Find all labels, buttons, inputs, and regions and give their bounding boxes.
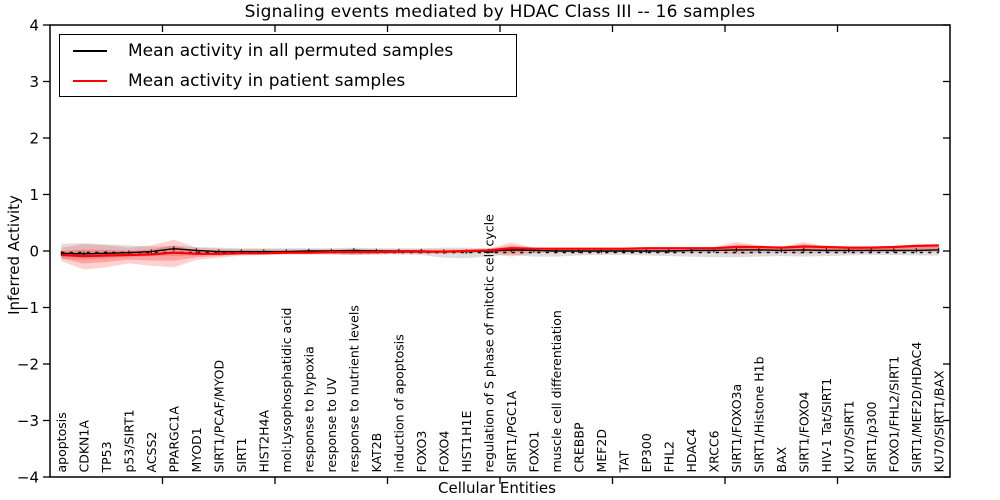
series-line-patient bbox=[61, 244, 939, 258]
legend-item: Mean activity in all permuted samples bbox=[60, 36, 516, 66]
x-category-label: EP300 bbox=[639, 433, 654, 472]
x-category-label: MYOD1 bbox=[189, 427, 204, 472]
y-tick-label: −4 bbox=[17, 468, 39, 486]
x-category-label: SIRT1/PGC1A bbox=[504, 390, 519, 472]
y-tick-label: −2 bbox=[17, 355, 39, 373]
x-category-label: response to hypoxia bbox=[301, 346, 316, 472]
y-axis-label: Inferred Activity bbox=[5, 195, 23, 315]
y-tick-label: 3 bbox=[29, 73, 39, 91]
y-tick-label: −3 bbox=[17, 412, 39, 430]
x-category-label: KU70/SIRT1 bbox=[841, 400, 856, 472]
x-category-label: FOXO1 bbox=[526, 431, 541, 473]
legend-item-label: Mean activity in all permuted samples bbox=[128, 40, 454, 61]
x-category-label: HIST1H1E bbox=[459, 411, 474, 473]
x-category-label: TP53 bbox=[99, 441, 114, 473]
y-tick-label: 2 bbox=[29, 129, 39, 147]
x-category-label: muscle cell differentiation bbox=[549, 310, 564, 472]
x-category-label: SIRT1/p300 bbox=[864, 401, 879, 472]
x-category-label: PPARGC1A bbox=[166, 406, 181, 473]
x-category-label: SIRT1/MEF2D/HDAC4 bbox=[909, 342, 924, 473]
x-category-label: HIST2H4A bbox=[256, 410, 271, 473]
y-tick-label: 1 bbox=[29, 186, 39, 204]
x-axis-label: Cellular Entities bbox=[438, 479, 556, 497]
x-category-label: BAX bbox=[774, 446, 789, 472]
y-tick-label: 4 bbox=[29, 16, 39, 34]
legend-item: Mean activity in patient samples bbox=[60, 66, 516, 96]
x-category-label: KAT2B bbox=[369, 433, 384, 473]
x-category-label: SIRT1/FOXO3a bbox=[729, 384, 744, 473]
x-category-label: KU70/SIRT1/BAX bbox=[931, 370, 946, 472]
x-category-label: ACSS2 bbox=[144, 432, 159, 473]
series-line-permuted bbox=[61, 247, 939, 255]
x-category-label: FOXO4 bbox=[436, 431, 451, 473]
x-category-label: regulation of S phase of mitotic cell cy… bbox=[481, 214, 496, 473]
x-category-label: SIRT1/PCAF/MYOD bbox=[211, 360, 226, 473]
x-category-label: CDKN1A bbox=[76, 420, 91, 473]
x-category-label: SIRT1/FOXO4 bbox=[796, 391, 811, 472]
x-category-label: HIV-1 Tat/SIRT1 bbox=[819, 378, 834, 473]
x-category-label: SIRT1/Histone H1b bbox=[751, 356, 766, 472]
legend: Mean activity in all permuted samples Me… bbox=[59, 34, 517, 97]
x-category-label: p53/SIRT1 bbox=[121, 409, 136, 472]
x-category-label: FOXO3 bbox=[414, 431, 429, 473]
x-category-label: response to nutrient levels bbox=[346, 305, 361, 472]
y-tick-label: −1 bbox=[17, 299, 39, 317]
x-category-label: HDAC4 bbox=[684, 429, 699, 473]
x-category-label: apoptosis bbox=[54, 412, 69, 472]
x-category-label: FOXO1/FHL2/SIRT1 bbox=[886, 356, 901, 473]
x-category-label: induction of apoptosis bbox=[391, 334, 406, 472]
legend-item-label: Mean activity in patient samples bbox=[128, 70, 406, 91]
x-category-label: TAT bbox=[616, 450, 631, 473]
x-category-label: FHL2 bbox=[661, 441, 676, 473]
x-category-label: XRCC6 bbox=[706, 430, 721, 472]
x-category-label: CREBBP bbox=[571, 422, 586, 472]
band-permuted-envelope bbox=[61, 243, 939, 260]
legend-line-patient-icon bbox=[73, 79, 107, 82]
y-tick-label: 0 bbox=[29, 242, 39, 260]
x-category-label: MEF2D bbox=[594, 429, 609, 472]
x-category-label: mol:Lysophosphatidic acid bbox=[279, 308, 294, 473]
x-category-label: SIRT1 bbox=[234, 438, 249, 473]
legend-line-permuted-icon bbox=[73, 49, 107, 52]
x-category-label: response to UV bbox=[324, 377, 339, 472]
chart-title: Signaling events mediated by HDAC Class … bbox=[244, 2, 756, 22]
